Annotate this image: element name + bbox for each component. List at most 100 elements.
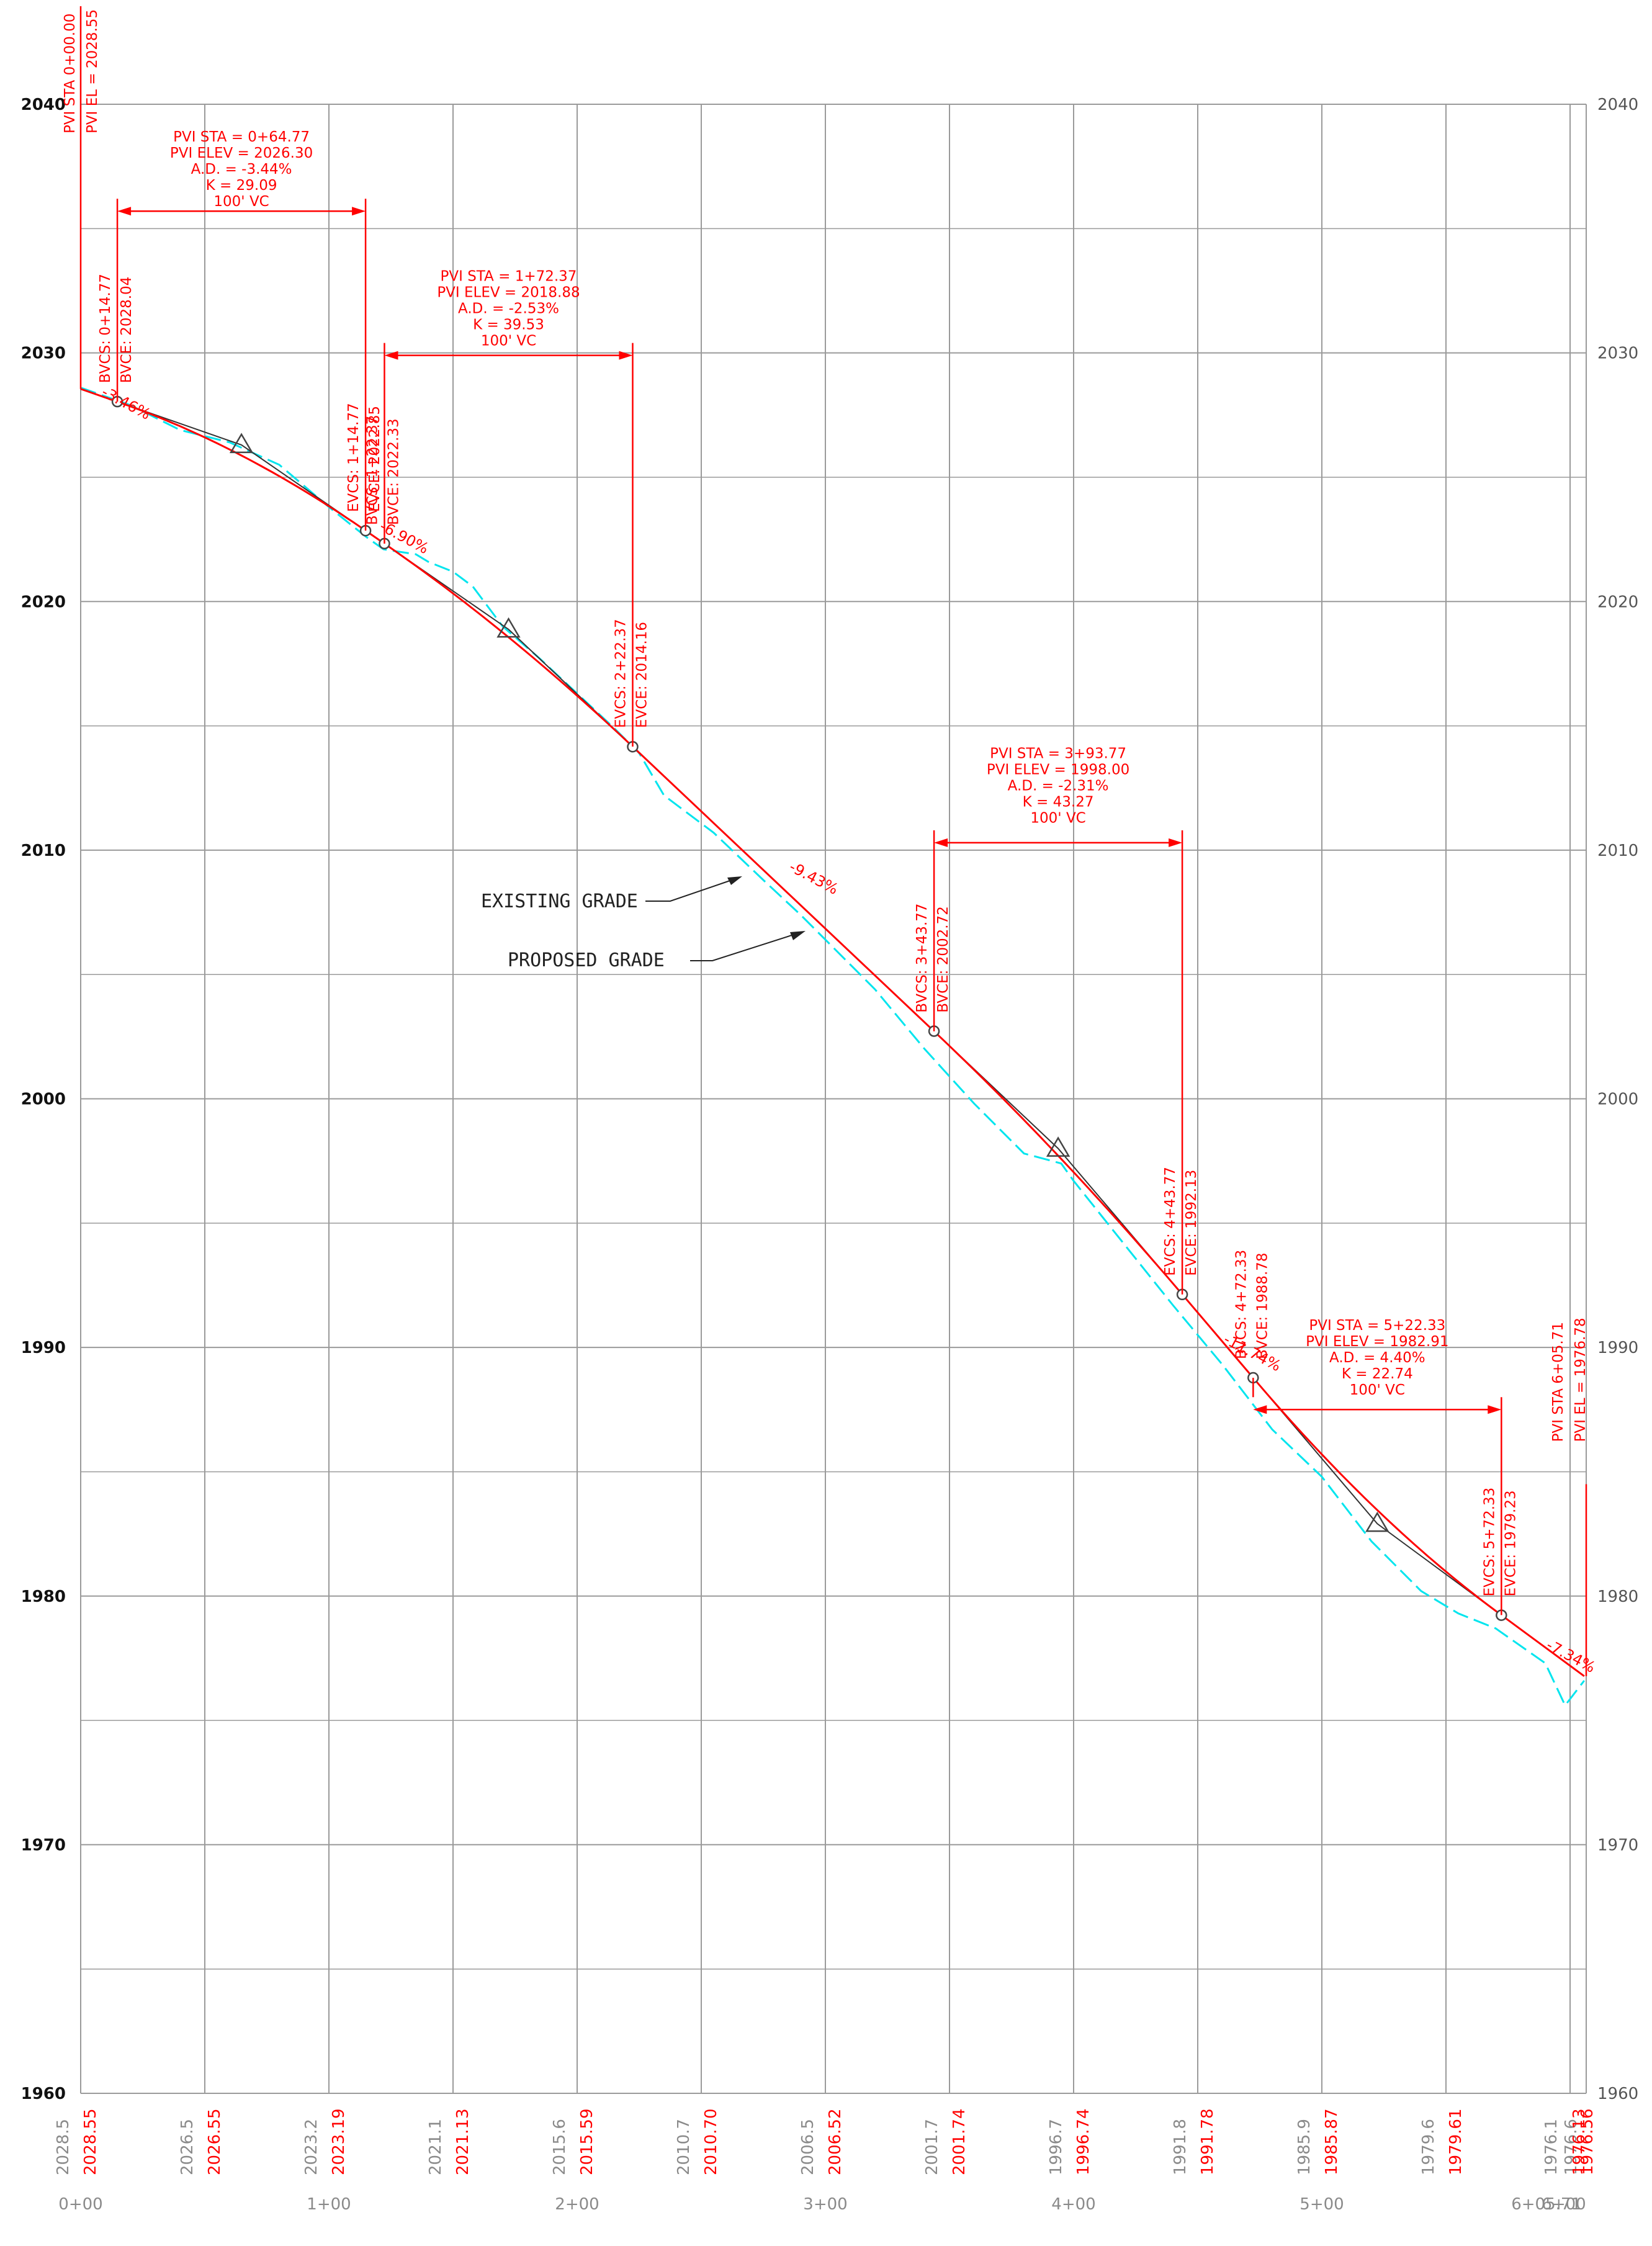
pvi-info-line: 100' VC [481,333,536,349]
bvc-label: BVCS: 1+22.37 [364,416,380,525]
evc-label: EVCE: 1992.13 [1183,1170,1200,1276]
existing-elevation-label: 1979.6 [1419,2119,1438,2175]
pvi-info-line: PVI STA = 0+64.77 [173,129,310,145]
existing-elevation-label: 1976.1 [1542,2119,1561,2175]
pvi-info-line: A.D. = 4.40% [1329,1350,1425,1366]
proposed-grade-leader [690,933,796,961]
proposed-elevation-label: 2021.13 [454,2108,472,2175]
end-pvi-label: PVI EL = 1976.78 [1573,1318,1589,1442]
evc-label: EVCS: 4+43.77 [1162,1167,1178,1276]
proposed-grade-layer [80,388,1585,1678]
dimension-arrow-left [117,207,132,216]
proposed-elevation-label: 1985.87 [1322,2108,1341,2175]
pvi-info-line: PVI ELEV = 1998.00 [987,762,1129,778]
proposed-elevation-label: 2015.59 [578,2108,596,2175]
elevation-label-right: 2040 [1597,96,1638,114]
elevation-label-left: 1990 [21,1339,66,1357]
existing-elevation-label: 1976.6 [1562,2119,1581,2175]
existing-elevation-label: 2001.7 [923,2119,941,2175]
elevation-label-right: 1980 [1597,1588,1638,1606]
grade-label: -9.43% [786,858,841,899]
existing-elevation-label: 1996.7 [1047,2119,1066,2175]
existing-elevation-label: 2010.7 [675,2119,693,2175]
proposed-elevation-label: 1996.74 [1074,2108,1093,2175]
bvc-label: BVCS: 4+72.33 [1233,1250,1249,1359]
dimension-arrow-right [352,207,366,216]
elevation-label-left: 1980 [21,1588,66,1606]
existing-elevation-label: 1985.9 [1295,2119,1314,2175]
pvi-info-line: PVI ELEV = 1982.91 [1306,1334,1448,1350]
pvi-info-line: 100' VC [213,194,269,210]
dimension-arrow-right [619,351,633,360]
elevation-label-left: 2020 [21,593,66,611]
elevation-label-right: 1990 [1597,1339,1638,1357]
elevation-label-right: 1970 [1597,1836,1638,1854]
proposed-grade-callout: PROPOSED GRADE [508,950,665,971]
tangent-line [80,388,1585,1677]
station-end-label: 6+05.71 [1511,2195,1581,2214]
evc-label: EVCE: 2014.16 [634,622,650,728]
proposed-elevation-label: 1979.61 [1447,2108,1465,2175]
bvc-label: BVCS: 0+14.77 [97,274,114,383]
proposed-grade-line [80,388,1585,1678]
dimension-arrow-right [1169,838,1183,847]
proposed-elevation-label: 1976.56 [1578,2108,1597,2175]
existing-elevation-label: 2021.1 [426,2119,445,2175]
existing-elevation-label: 2015.6 [550,2119,569,2175]
elevation-label-right: 2010 [1597,842,1638,860]
proposed-elevation-label: 2010.70 [702,2108,721,2175]
station-label: 6+00 [1542,2195,1586,2214]
dimension-arrow-left [1253,1405,1267,1414]
station-label: 4+00 [1051,2195,1095,2214]
pvi-info-line: A.D. = -3.44% [191,161,292,177]
station-label: 1+00 [307,2195,351,2214]
station-label: 2+00 [555,2195,599,2214]
bvc-label: BVCS: 3+43.77 [914,903,930,1012]
elevation-label-left: 2030 [21,344,66,363]
elevation-label-right: 1960 [1597,2085,1638,2103]
evc-label: EVCS: 5+72.33 [1481,1488,1497,1597]
bvc-label: BVCE: 2022.33 [385,418,402,525]
proposed-elevation-label-extra: 1976.13 [1570,2108,1589,2175]
dimension-arrow-left [934,838,948,847]
elevation-label-left: 2040 [21,96,66,114]
grade-label: -3.46% [99,383,153,423]
proposed-grade-arrow [790,931,806,940]
dimension-arrow-left [384,351,398,360]
elevation-label-right: 2030 [1597,344,1638,363]
pvi-info-line: PVI STA = 5+22.33 [1309,1318,1445,1334]
dimension-arrow-right [1488,1405,1502,1414]
station-label: 3+00 [803,2195,847,2214]
existing-elevation-label: 2023.2 [302,2119,321,2175]
pvi-info-line: PVI STA = 3+93.77 [990,746,1126,762]
bvc-label: BVCE: 2028.04 [119,277,135,384]
elevation-label-left: 2000 [21,1090,66,1109]
label-layer: 2040 2030 2020 2010 2000 1990 1980 1970 1960 2040… [21,9,1639,2214]
elevation-label-left: 1960 [21,2085,66,2103]
grade-label: -7.34% [1543,1636,1598,1676]
pvi-info-line: A.D. = -2.53% [458,300,559,317]
elevation-label-right: 2000 [1597,1090,1638,1109]
pvi-info-line: K = 43.27 [1023,794,1094,811]
elevation-label-left: 1970 [21,1836,66,1854]
pvi-info-line: K = 22.74 [1342,1366,1413,1382]
bvc-label: BVCE: 1988.78 [1254,1252,1270,1359]
station-label: 0+00 [58,2195,102,2214]
proposed-elevation-label: 2023.19 [330,2108,348,2175]
existing-grade-arrow [727,876,742,885]
station-label: 5+00 [1300,2195,1344,2214]
existing-grade-line [80,387,1585,1707]
existing-elevation-label: 1991.8 [1171,2119,1190,2175]
pvi-info-line: PVI STA = 1+72.37 [441,268,577,284]
grid [80,104,1587,2094]
bvc-label: BVCE: 2002.72 [935,906,951,1013]
start-pvi-label: PVI EL = 2028.55 [84,9,101,133]
pvi-info-line: 100' VC [1030,811,1085,827]
pvi-info-line: A.D. = -2.31% [1008,778,1109,794]
grade-label: -11.74% [1221,1331,1284,1375]
existing-elevation-label: 2006.5 [799,2119,817,2175]
pvi-info-line: PVI ELEV = 2018.88 [437,284,580,300]
evc-label: EVCS: 1+14.77 [346,403,362,512]
elevation-label-right: 2020 [1597,593,1638,611]
